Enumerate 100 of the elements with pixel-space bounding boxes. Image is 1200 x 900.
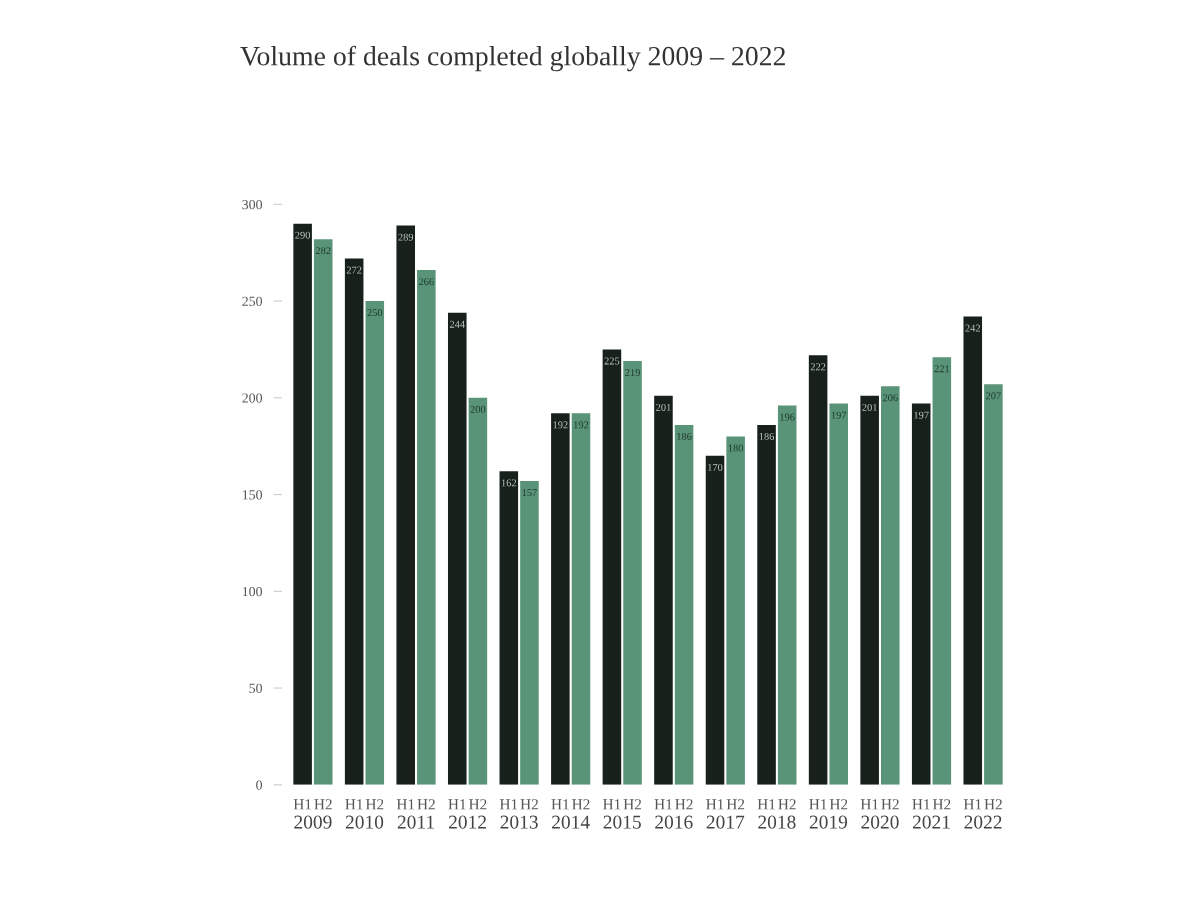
- data-label: 201: [656, 403, 671, 411]
- y-tick-label: 250: [242, 296, 263, 307]
- text: H1: [396, 799, 415, 810]
- data-label: 207: [986, 392, 1001, 400]
- data-label: 197: [831, 411, 847, 419]
- text: H1: [603, 799, 621, 810]
- bar: [705, 455, 725, 785]
- x-tick-label: 2019: [809, 815, 848, 829]
- text: H1: [551, 799, 569, 810]
- bar: [447, 312, 467, 785]
- data-label: 170: [708, 463, 723, 471]
- text: H2: [881, 799, 899, 810]
- data-label: 289: [398, 233, 414, 241]
- data-label: 221: [934, 365, 950, 373]
- y-tick-label: 150: [242, 490, 263, 500]
- bar: [674, 424, 694, 785]
- bar: [860, 395, 879, 785]
- text: H1: [912, 799, 930, 810]
- text: H1: [963, 799, 982, 810]
- x-tick-label: 2022: [964, 815, 1002, 829]
- data-label: 206: [882, 394, 898, 402]
- x-tick-label: 2020: [861, 815, 899, 829]
- data-label: 186: [759, 432, 775, 440]
- bar: [293, 223, 312, 785]
- data-label: 266: [418, 278, 434, 286]
- y-tick-label: 300: [242, 199, 263, 210]
- text: H2: [623, 799, 642, 810]
- data-label: 162: [501, 479, 517, 487]
- data-label: 180: [728, 444, 744, 452]
- data-label: 225: [604, 357, 620, 365]
- bar: [499, 471, 519, 785]
- data-label: 197: [914, 411, 929, 419]
- text: H2: [932, 799, 951, 810]
- text: H1: [448, 799, 466, 810]
- text: H2: [675, 799, 693, 810]
- data-label: 192: [574, 421, 589, 429]
- x-tick-label: 2021: [912, 815, 950, 829]
- bar: [571, 413, 591, 785]
- text: H1: [809, 799, 827, 810]
- text: H2: [468, 799, 487, 810]
- text: H2: [572, 799, 590, 810]
- bar: [963, 316, 983, 785]
- y-tick-label: 200: [242, 393, 263, 403]
- bar: [984, 384, 1003, 785]
- text: H2: [829, 799, 848, 810]
- bar: [468, 397, 488, 785]
- data-label: 219: [625, 369, 640, 377]
- data-label: 282: [315, 247, 331, 255]
- series-label: H1: [293, 799, 312, 810]
- bar: [654, 395, 673, 785]
- bar: [808, 355, 828, 785]
- x-tick-label: 2013: [500, 815, 538, 829]
- text: H2: [520, 799, 538, 810]
- bar: [777, 405, 797, 785]
- x-tick-label: 2015: [603, 815, 641, 829]
- bar: [602, 349, 622, 785]
- text: H1: [860, 799, 879, 810]
- data-label: 192: [553, 421, 568, 429]
- bar: [417, 270, 436, 785]
- data-label: 201: [862, 403, 877, 411]
- bar: [911, 403, 931, 785]
- bar: [932, 357, 952, 785]
- x-tick-label: 2017: [706, 815, 745, 829]
- x-tick-label: 2018: [758, 815, 796, 829]
- y-tick-label: 50: [249, 683, 263, 694]
- bar: [881, 386, 900, 785]
- data-label: 244: [449, 320, 465, 328]
- x-tick-label: 2014: [552, 815, 590, 829]
- data-label: 290: [295, 231, 311, 239]
- text: H2: [984, 799, 1002, 810]
- y-tick-label: 0: [256, 780, 263, 790]
- text: H1: [706, 799, 724, 810]
- text: H1: [654, 799, 672, 810]
- text: H1: [345, 799, 363, 810]
- text: H2: [726, 799, 745, 810]
- x-tick-label: 2016: [655, 815, 693, 829]
- series-label: H2: [314, 799, 332, 810]
- chart-title: Volume of deals completed globally 2009 – 2022: [240, 45, 785, 72]
- bar: [396, 225, 415, 785]
- bar: [726, 436, 745, 785]
- bar: [520, 481, 539, 785]
- x-tick-label: 2009: [294, 815, 332, 829]
- data-label: 272: [346, 266, 362, 274]
- bar: [313, 239, 333, 785]
- data-label: 200: [470, 405, 486, 413]
- bar: [365, 301, 385, 785]
- text: H2: [417, 799, 435, 810]
- bar: [623, 361, 642, 785]
- data-label: 186: [677, 432, 692, 440]
- bar: [829, 403, 849, 785]
- x-tick-label: 2012: [448, 815, 486, 829]
- text: H1: [757, 799, 775, 810]
- data-label: 222: [810, 363, 826, 371]
- bar: [757, 424, 776, 785]
- y-tick-label: 100: [242, 586, 263, 597]
- data-label: 196: [780, 413, 795, 421]
- data-label: 250: [367, 309, 383, 317]
- text: H2: [778, 799, 796, 810]
- data-label: 242: [965, 324, 980, 332]
- x-tick-label: 2010: [345, 815, 384, 829]
